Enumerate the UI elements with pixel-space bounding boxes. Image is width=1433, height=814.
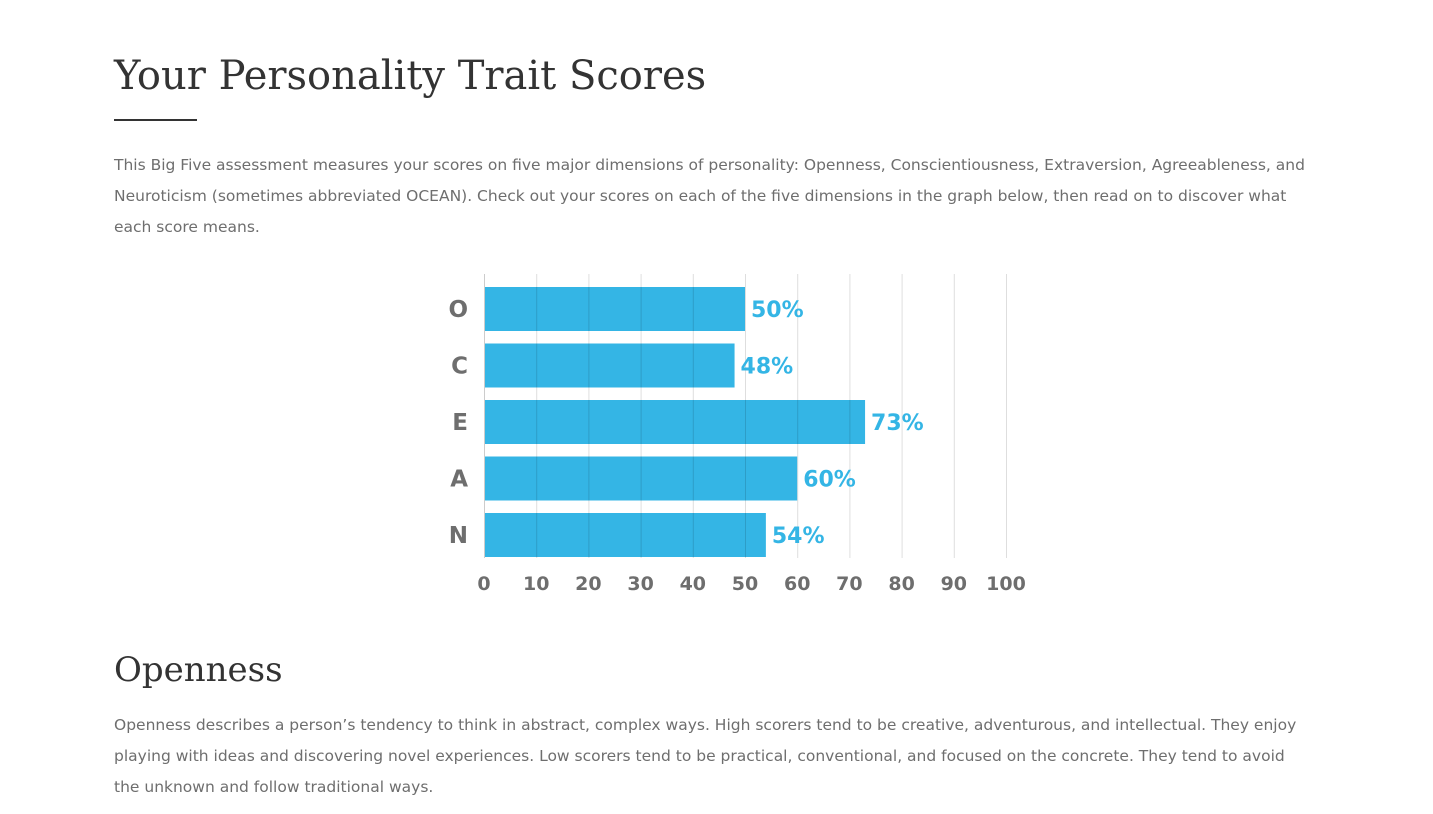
category-label-a: A [450, 467, 468, 493]
category-label-e: E [452, 410, 468, 436]
x-tick-label-60: 60 [784, 573, 810, 595]
category-label-c: C [451, 354, 468, 380]
x-tick-label-30: 30 [627, 573, 653, 595]
x-tick-label-80: 80 [888, 573, 914, 595]
category-label-o: O [448, 297, 468, 323]
bar-n [484, 513, 766, 557]
trait-score-chart: O 50% C 48% E 73% A 60% N 54% 0 10 20 30 40 50 60 70 80 90 1… [420, 268, 1060, 608]
openness-heading: Openness [114, 650, 283, 690]
x-tick-label-70: 70 [836, 573, 862, 595]
bar-a [484, 456, 798, 501]
x-tick-label-90: 90 [941, 573, 967, 595]
bar-e [484, 400, 866, 444]
value-label-n: 54% [772, 524, 825, 549]
title-underline [114, 119, 197, 121]
category-label-n: N [449, 523, 468, 549]
intro-paragraph: This Big Five assessment measures your s… [114, 156, 1305, 236]
x-tick-label-40: 40 [680, 573, 706, 595]
value-label-c: 48% [741, 355, 794, 380]
chart-svg: O 50% C 48% E 73% A 60% N 54% 0 10 20 30 40 50 60 70 80 90 1… [448, 274, 1026, 595]
value-label-o: 50% [751, 298, 804, 323]
page-title: Your Personality Trait Scores [114, 53, 707, 99]
bar-o [484, 287, 745, 331]
x-tick-label-100: 100 [986, 573, 1026, 595]
label-layer: O 50% C 48% E 73% A 60% N 54% 0 10 20 30 40 50 60 70 80 90 1… [448, 297, 1025, 595]
x-tick-label-20: 20 [575, 573, 601, 595]
openness-description: Openness describes a person’s tendency t… [114, 716, 1297, 796]
value-label-e: 73% [871, 411, 924, 436]
bar-layer [484, 274, 1007, 558]
x-tick-label-50: 50 [732, 573, 758, 595]
x-tick-label-10: 10 [523, 573, 549, 595]
x-tick-label-0: 0 [477, 573, 490, 595]
value-label-a: 60% [803, 468, 856, 493]
bar-c [484, 343, 735, 388]
